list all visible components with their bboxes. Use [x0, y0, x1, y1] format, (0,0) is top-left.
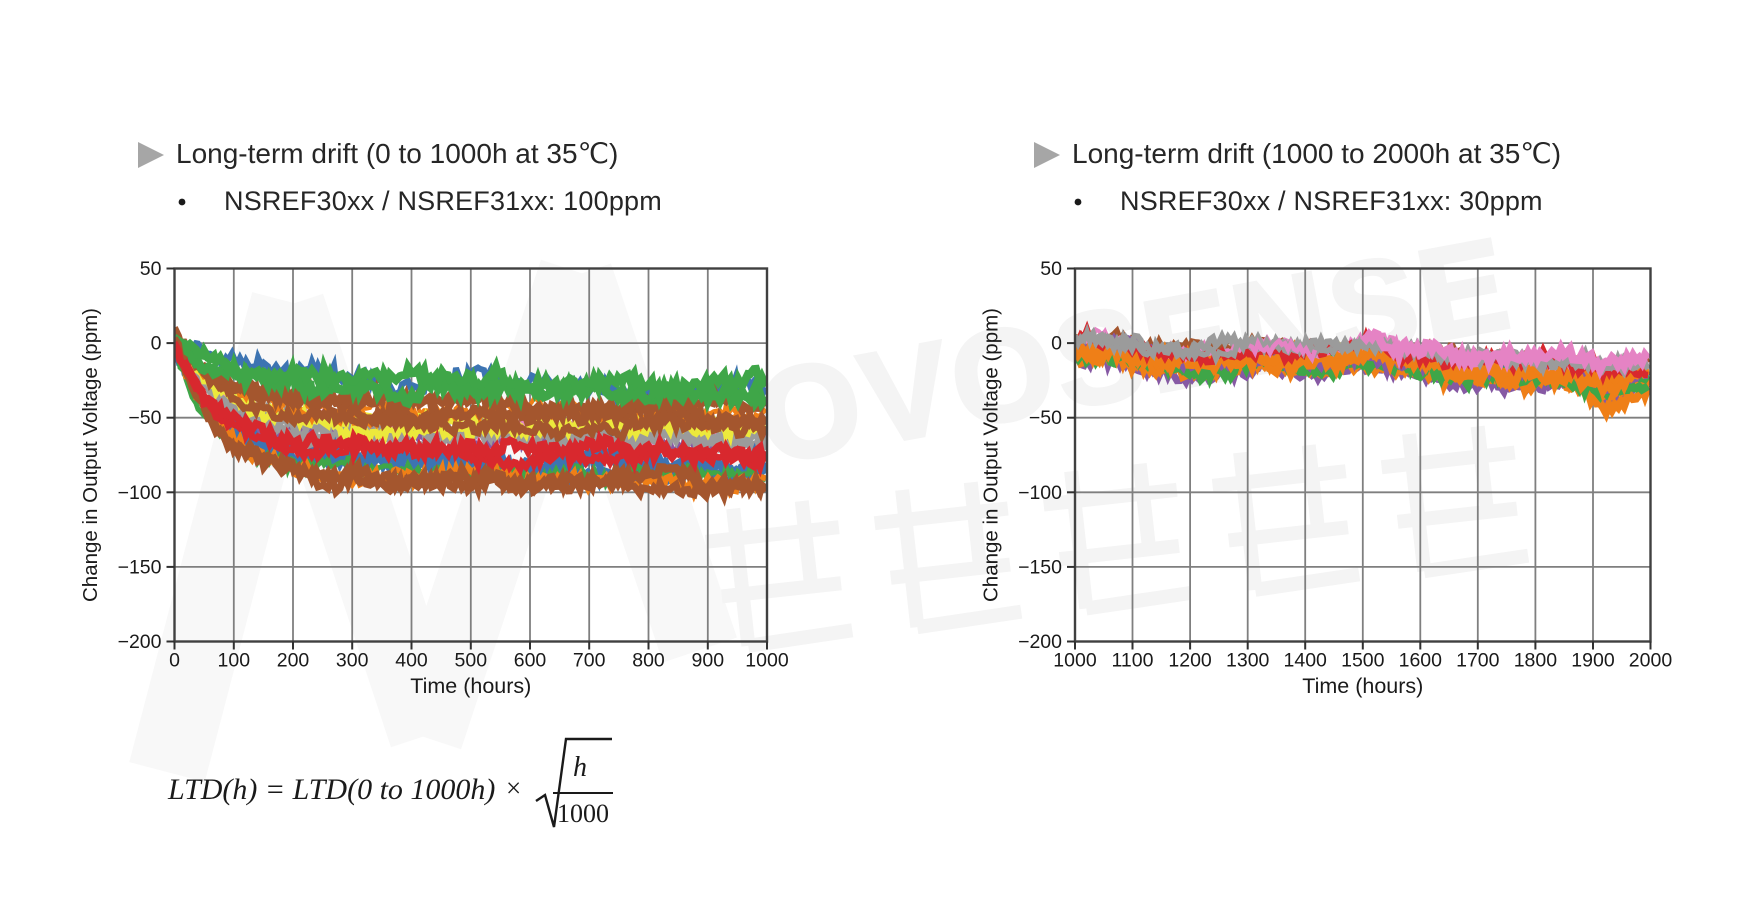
- svg-text:Long-term drift (1000 to 2000h: Long-term drift (1000 to 2000h at 35℃): [1072, 138, 1561, 169]
- svg-text:500: 500: [455, 650, 488, 672]
- svg-text:h: h: [573, 752, 587, 783]
- svg-text:Change in Output Voltage (ppm): Change in Output Voltage (ppm): [79, 308, 102, 602]
- svg-text:800: 800: [632, 650, 665, 672]
- svg-text:−150: −150: [1018, 556, 1062, 578]
- svg-text:1200: 1200: [1168, 650, 1212, 672]
- svg-text:NSREF30xx / NSREF31xx: 30ppm: NSREF30xx / NSREF31xx: 30ppm: [1120, 186, 1543, 216]
- svg-text:1000: 1000: [557, 799, 609, 828]
- svg-text:−100: −100: [1018, 482, 1062, 504]
- svg-text:1100: 1100: [1112, 650, 1154, 672]
- svg-text:1400: 1400: [1284, 650, 1328, 672]
- svg-text:−200: −200: [1018, 631, 1062, 653]
- svg-text:1600: 1600: [1399, 650, 1443, 672]
- svg-text:200: 200: [277, 650, 310, 672]
- svg-text:1000: 1000: [1053, 650, 1097, 672]
- svg-text:−150: −150: [118, 556, 162, 578]
- svg-text:−50: −50: [128, 407, 161, 429]
- svg-text:50: 50: [1040, 258, 1062, 280]
- svg-text:NSREF30xx / NSREF31xx: 100ppm: NSREF30xx / NSREF31xx: 100ppm: [224, 186, 662, 216]
- svg-text:400: 400: [395, 650, 428, 672]
- svg-text:300: 300: [336, 650, 369, 672]
- svg-text:0: 0: [169, 650, 180, 672]
- svg-text:Change in Output Voltage (ppm): Change in Output Voltage (ppm): [980, 308, 1003, 602]
- svg-text:0: 0: [151, 333, 162, 355]
- svg-text:1900: 1900: [1571, 650, 1615, 672]
- svg-text:−50: −50: [1029, 407, 1062, 429]
- svg-text:Time (hours): Time (hours): [1302, 674, 1423, 698]
- svg-text:Long-term drift (0 to 1000h at: Long-term drift (0 to 1000h at 35℃): [176, 138, 618, 169]
- svg-text:×: ×: [506, 773, 521, 803]
- svg-text:−200: −200: [118, 631, 162, 653]
- svg-text:1300: 1300: [1226, 650, 1270, 672]
- svg-text:700: 700: [573, 650, 606, 672]
- svg-text:100: 100: [218, 650, 251, 672]
- svg-text:1800: 1800: [1514, 650, 1558, 672]
- svg-text:1700: 1700: [1456, 650, 1500, 672]
- svg-text:2000: 2000: [1629, 650, 1673, 672]
- svg-text:−100: −100: [118, 482, 162, 504]
- svg-text:LTD(h) = LTD(0 to 1000h): LTD(h) = LTD(0 to 1000h): [167, 773, 495, 806]
- svg-text:900: 900: [692, 650, 725, 672]
- svg-text:50: 50: [140, 258, 162, 280]
- svg-text:1000: 1000: [745, 650, 789, 672]
- svg-text:Time (hours): Time (hours): [410, 674, 531, 698]
- svg-text:1500: 1500: [1341, 650, 1385, 672]
- svg-text:600: 600: [514, 650, 547, 672]
- svg-text:0: 0: [1051, 333, 1062, 355]
